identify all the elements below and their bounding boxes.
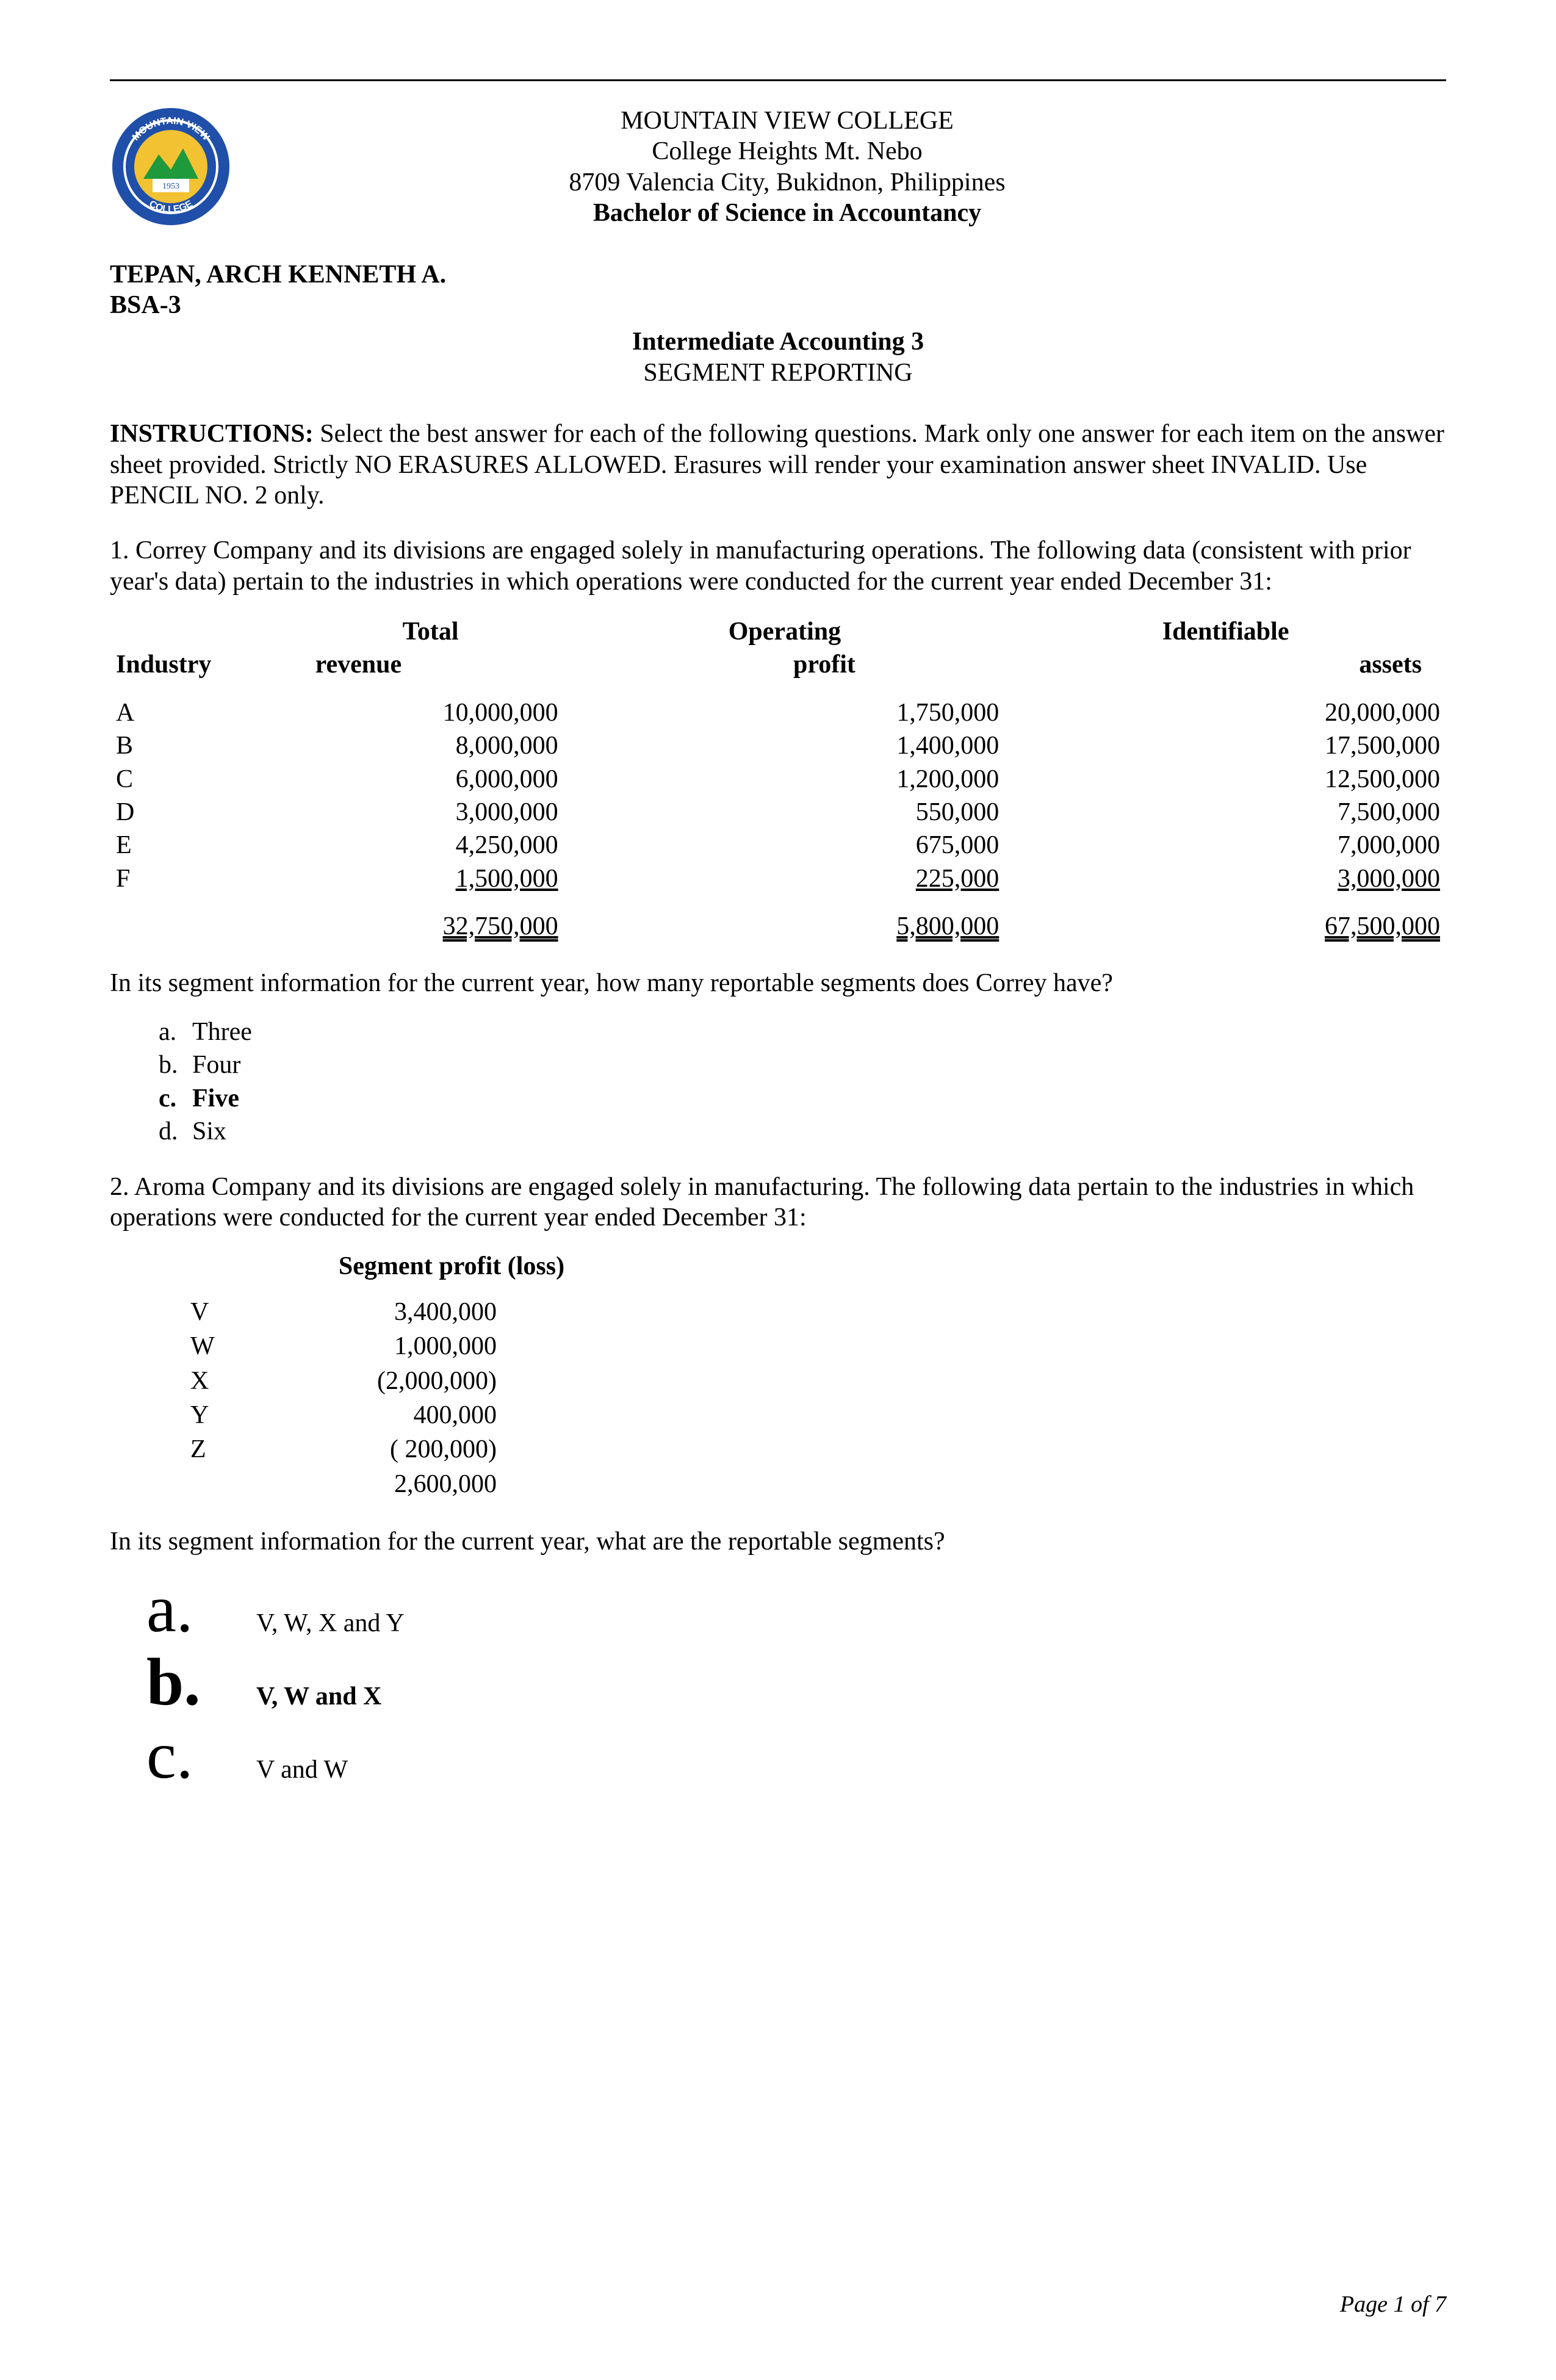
q1-followup: In its segment information for the curre… xyxy=(110,968,1446,998)
table-row: W1,000,000 xyxy=(184,1330,503,1363)
table-row: F 1,500,000 225,000 3,000,000 xyxy=(110,862,1446,895)
table-row: A 10,000,000 1,750,000 20,000,000 xyxy=(110,696,1446,729)
table-row: E 4,250,000 675,000 7,000,000 xyxy=(110,829,1446,862)
q2-intro: 2. Aroma Company and its divisions are e… xyxy=(110,1172,1446,1233)
option-text: V, W, X and Y xyxy=(256,1608,405,1639)
svg-text:1953: 1953 xyxy=(162,182,179,191)
table-row: V3,400,000 xyxy=(184,1296,503,1329)
cell-industry: D xyxy=(110,796,297,829)
cell-industry: A xyxy=(110,696,297,729)
cell-assets: 7,500,000 xyxy=(1005,796,1446,829)
course-title: Intermediate Accounting 3 xyxy=(110,326,1446,357)
option-d: d.Six xyxy=(159,1116,1446,1147)
col-header-revenue-top: Total xyxy=(297,615,564,648)
table-row: Y400,000 xyxy=(184,1399,503,1432)
table-header-row-1: Total Operating Identifiable xyxy=(110,615,1446,648)
option-letter: b. xyxy=(146,1648,220,1715)
option-letter: c. xyxy=(146,1722,220,1789)
q2-options: a. V, W, X and Y b. V, W and X c. V and … xyxy=(146,1575,1446,1789)
cell-industry: C xyxy=(110,763,297,796)
big-option-a: a. V, W, X and Y xyxy=(146,1575,1446,1642)
college-seal-icon: 1953 MOUNTAIN VIEW COLLEGE xyxy=(110,106,232,228)
cell-industry: F xyxy=(110,862,297,895)
student-section: BSA-3 xyxy=(110,290,1446,320)
big-option-b: b. V, W and X xyxy=(146,1648,1446,1715)
total-profit: 5,800,000 xyxy=(564,910,1006,943)
q2-segment-title: Segment profit (loss) xyxy=(281,1251,622,1282)
col-header-profit-bottom: profit xyxy=(564,648,1006,681)
table-row: B 8,000,000 1,400,000 17,500,000 xyxy=(110,729,1446,762)
table-row: D 3,000,000 550,000 7,500,000 xyxy=(110,796,1446,829)
college-logo: 1953 MOUNTAIN VIEW COLLEGE xyxy=(110,106,232,228)
option-text: V, W and X xyxy=(256,1681,381,1712)
cell-revenue: 10,000,000 xyxy=(297,696,564,729)
big-option-c: c. V and W xyxy=(146,1722,1446,1789)
letterhead-text: MOUNTAIN VIEW COLLEGE College Heights Mt… xyxy=(250,106,1446,229)
cell-industry: B xyxy=(110,729,297,762)
q2-followup: In its segment information for the curre… xyxy=(110,1526,1446,1557)
cell-assets: 7,000,000 xyxy=(1005,829,1446,862)
cell-profit: 1,200,000 xyxy=(564,763,1006,796)
col-header-industry: Industry xyxy=(110,648,297,681)
table-row: Z( 200,000) xyxy=(184,1433,503,1466)
total-assets: 67,500,000 xyxy=(1005,910,1446,943)
cell-revenue: 8,000,000 xyxy=(297,729,564,762)
table-row: C 6,000,000 1,200,000 12,500,000 xyxy=(110,763,1446,796)
cell-revenue: 6,000,000 xyxy=(297,763,564,796)
col-header-assets-bottom: assets xyxy=(1005,648,1446,681)
q1-data-table: Total Operating Identifiable Industry re… xyxy=(110,615,1446,943)
option-a: a.Three xyxy=(159,1017,1446,1047)
table-row: X(2,000,000) xyxy=(184,1365,503,1397)
instructions-label: INSTRUCTIONS: xyxy=(110,420,314,448)
cell-profit: 225,000 xyxy=(564,862,1006,895)
cell-revenue: 4,250,000 xyxy=(297,829,564,862)
q1-options: a.Three b.Four c.Five d.Six xyxy=(159,1017,1446,1147)
cell-assets: 3,000,000 xyxy=(1005,862,1446,895)
cell-revenue: 1,500,000 xyxy=(297,862,564,895)
top-rule xyxy=(110,79,1446,81)
option-c: c.Five xyxy=(159,1083,1446,1114)
cell-assets: 20,000,000 xyxy=(1005,696,1446,729)
course-subtitle: SEGMENT REPORTING xyxy=(110,358,1446,388)
college-address-1: College Heights Mt. Nebo xyxy=(250,136,1324,167)
page-footer: Page 1 of 7 xyxy=(1340,2291,1446,2319)
table-total-row: 2,600,000 xyxy=(184,1468,503,1501)
option-letter: a. xyxy=(146,1575,220,1642)
cell-profit: 1,400,000 xyxy=(564,729,1006,762)
cell-revenue: 3,000,000 xyxy=(297,796,564,829)
instructions-paragraph: INSTRUCTIONS: Select the best answer for… xyxy=(110,419,1446,511)
table-header-row-2: Industry revenue profit assets xyxy=(110,648,1446,681)
cell-profit: 1,750,000 xyxy=(564,696,1006,729)
option-b: b.Four xyxy=(159,1050,1446,1080)
q2-pl-table: V3,400,000 W1,000,000 X(2,000,000) Y400,… xyxy=(183,1294,504,1502)
college-address-2: 8709 Valencia City, Bukidnon, Philippine… xyxy=(250,167,1324,198)
table-totals-row: 32,750,000 5,800,000 67,500,000 xyxy=(110,910,1446,943)
cell-assets: 12,500,000 xyxy=(1005,763,1446,796)
letterhead: 1953 MOUNTAIN VIEW COLLEGE MOUNTAIN VIEW… xyxy=(110,106,1446,229)
student-info: TEPAN, ARCH KENNETH A. BSA-3 xyxy=(110,259,1446,321)
option-text: V and W xyxy=(256,1754,348,1785)
cell-profit: 550,000 xyxy=(564,796,1006,829)
cell-profit: 675,000 xyxy=(564,829,1006,862)
cell-industry: E xyxy=(110,829,297,862)
program-name: Bachelor of Science in Accountancy xyxy=(250,198,1324,228)
col-header-profit-top: Operating xyxy=(564,615,1006,648)
course-header: Intermediate Accounting 3 SEGMENT REPORT… xyxy=(110,326,1446,388)
document-page: 1953 MOUNTAIN VIEW COLLEGE MOUNTAIN VIEW… xyxy=(0,0,1556,2380)
total-revenue: 32,750,000 xyxy=(297,910,564,943)
q1-intro: 1. Correy Company and its divisions are … xyxy=(110,535,1446,597)
student-name: TEPAN, ARCH KENNETH A. xyxy=(110,259,1446,290)
cell-assets: 17,500,000 xyxy=(1005,729,1446,762)
college-name: MOUNTAIN VIEW COLLEGE xyxy=(250,106,1324,136)
col-header-assets-top: Identifiable xyxy=(1005,615,1446,648)
col-header-revenue-bottom: revenue xyxy=(297,648,564,681)
